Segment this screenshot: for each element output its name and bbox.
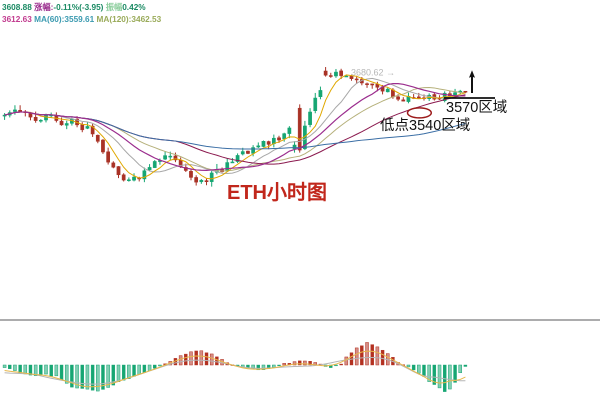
svg-text:3570区域: 3570区域 bbox=[446, 99, 507, 116]
svg-text:ETH小时图: ETH小时图 bbox=[227, 181, 327, 204]
svg-text:3680.62 →: 3680.62 → bbox=[351, 68, 395, 78]
svg-text:低点3540区域: 低点3540区域 bbox=[380, 117, 470, 134]
